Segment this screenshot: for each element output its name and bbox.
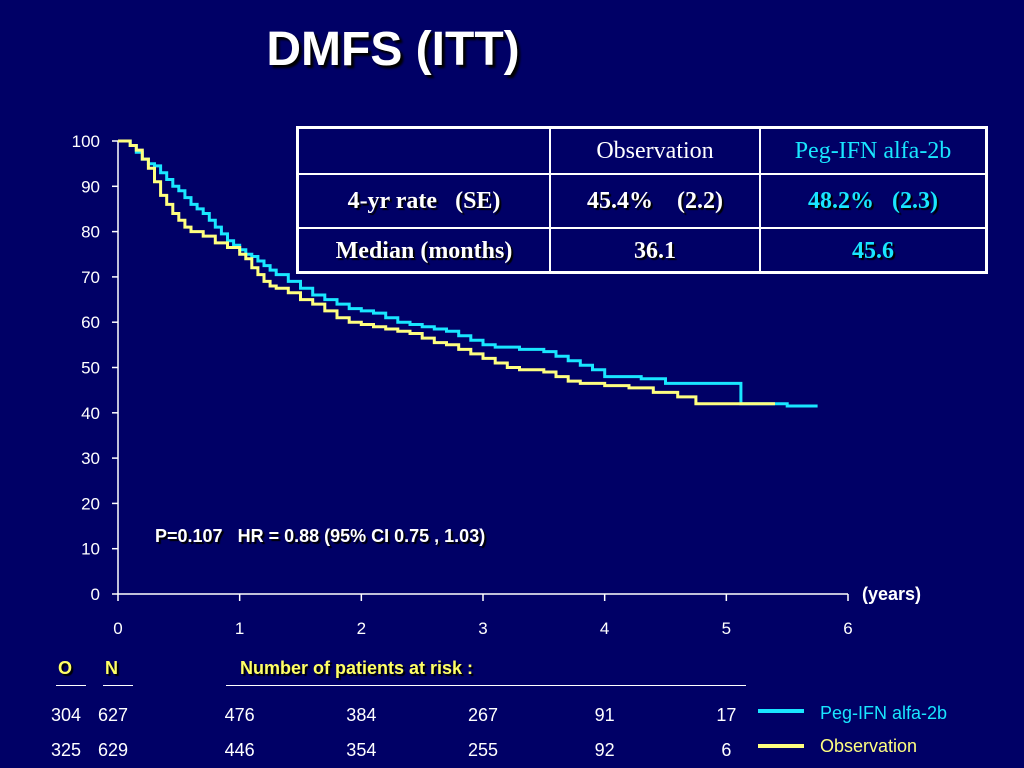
peg-rate: 48.2% (2.3): [808, 187, 938, 214]
header-observation: Observation: [596, 137, 714, 164]
x-tick-label-1: 1: [235, 619, 244, 638]
y-tick-label-100: 100: [72, 132, 100, 151]
page-title: DMFS (ITT): [266, 23, 520, 76]
stats-table: Observation Peg-IFN alfa-2b 4-yr rate (S…: [296, 126, 988, 274]
y-tick-label-60: 60: [81, 313, 100, 332]
y-tick-label-70: 70: [81, 268, 100, 287]
risk-value-row1-year3: 255: [467, 740, 499, 760]
risk-n-row1: 629: [97, 740, 129, 760]
row-label-median: Median (months): [335, 237, 513, 264]
y-tick-label-30: 30: [81, 449, 100, 468]
x-tick-label-6: 6: [843, 619, 852, 638]
row-label-rate: 4-yr rate (SE): [347, 187, 501, 214]
y-tick-label-10: 10: [81, 540, 100, 559]
risk-value-row1-year1: 446: [224, 740, 255, 760]
risk-value-row0-year1: 476: [224, 705, 255, 725]
risk-col-o: O: [58, 658, 73, 678]
legend-label-observation: Observation: [820, 736, 918, 756]
y-tick-label-20: 20: [81, 494, 100, 513]
y-tick-label-0: 0: [91, 585, 100, 604]
header-peg: Peg-IFN alfa-2b: [794, 137, 952, 164]
observation-rate: 45.4% (2.2): [587, 187, 723, 214]
y-tick-label-90: 90: [81, 177, 100, 196]
legend-label-peg: Peg-IFN alfa-2b: [820, 703, 948, 723]
risk-value-row0-year3: 267: [467, 705, 499, 725]
risk-n-row0: 627: [97, 705, 129, 725]
curve-observation: [118, 139, 775, 406]
stat-annotation: P=0.107 HR = 0.88 (95% CI 0.75 , 1.03): [155, 526, 486, 546]
peg-median: 45.6: [852, 237, 894, 264]
x-tick-label-5: 5: [722, 619, 731, 638]
risk-value-row0-year2: 384: [346, 705, 377, 725]
y-tick-label-80: 80: [81, 223, 100, 242]
legend-line-peg: [758, 709, 804, 713]
risk-value-row1-year2: 354: [346, 740, 377, 760]
chart-axes: 0 10 20 30 40 50 60 70 80 90 100 0 1 2 3 4 5 6 (years): [72, 132, 921, 638]
y-tick-label-50: 50: [81, 359, 100, 378]
risk-header: Number of patients at risk :: [240, 658, 474, 678]
risk-value-row0-year4: 91: [594, 705, 615, 725]
legend-line-observation: [758, 744, 804, 748]
x-tick-label-2: 2: [357, 619, 366, 638]
risk-value-row1-year4: 92: [594, 740, 615, 760]
y-tick-label-40: 40: [81, 404, 100, 423]
chart-curves: [118, 139, 818, 408]
curve-peg: [118, 139, 818, 408]
risk-value-row0-year5: 17: [716, 705, 737, 725]
observation-median: 36.1: [634, 237, 676, 264]
risk-o-row1: 325: [50, 740, 82, 760]
x-tick-label-0: 0: [113, 619, 122, 638]
risk-value-row1-year5: 6: [721, 740, 732, 760]
x-tick-label-4: 4: [600, 619, 609, 638]
risk-o-row0: 304: [50, 705, 82, 725]
risk-col-n: N: [105, 658, 118, 678]
x-tick-label-3: 3: [478, 619, 487, 638]
x-axis-label: (years): [862, 584, 921, 604]
